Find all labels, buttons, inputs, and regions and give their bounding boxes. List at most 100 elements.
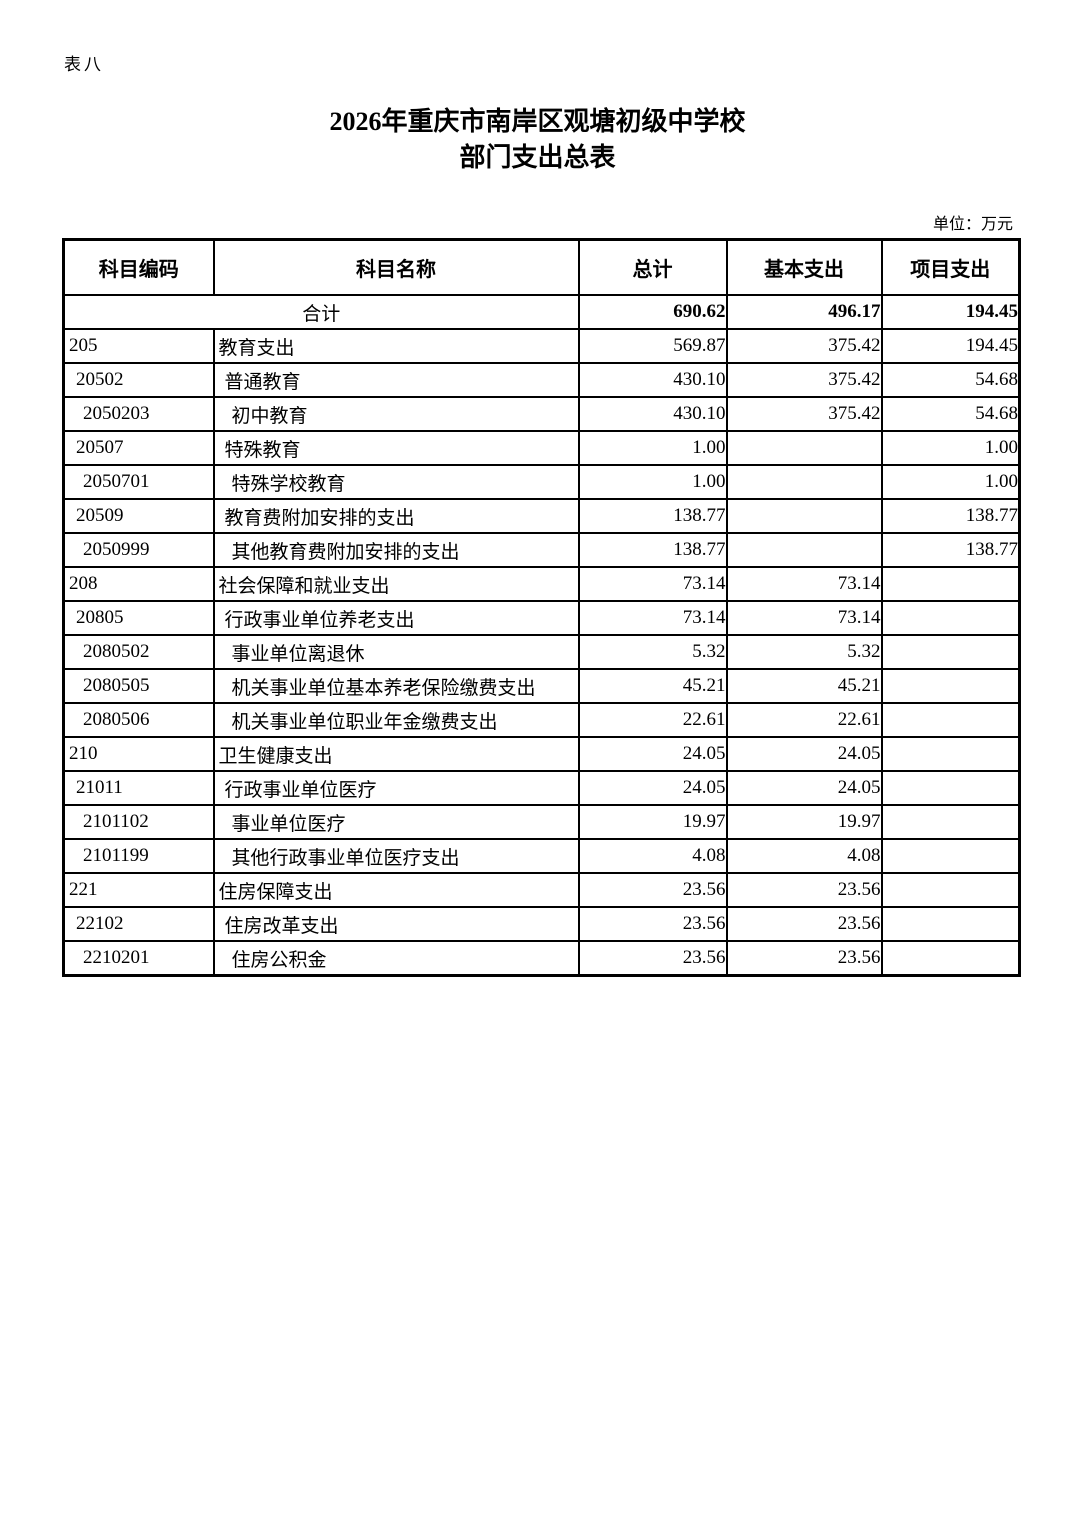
column-header-subject-name: 科目名称	[212, 238, 580, 296]
subject-code-cell: 20502	[62, 362, 215, 398]
subject-name-cell: 行政事业单位养老支出	[212, 600, 580, 636]
basic-expenditure-cell: 22.61	[725, 702, 883, 738]
subject-code-cell: 2080506	[62, 702, 215, 738]
subject-code-cell: 20805	[62, 600, 215, 636]
table-row: 2101102 事业单位医疗 19.97 19.97	[62, 804, 1021, 840]
subject-code-cell: 221	[62, 872, 215, 908]
project-expenditure-cell	[880, 940, 1021, 977]
total-cell: 24.05	[577, 770, 728, 806]
subject-code-cell: 2050701	[62, 464, 215, 500]
total-cell: 569.87	[577, 328, 728, 364]
total-cell: 23.56	[577, 872, 728, 908]
project-expenditure-cell	[880, 804, 1021, 840]
basic-expenditure-cell	[725, 498, 883, 534]
total-cell: 430.10	[577, 396, 728, 432]
subject-name-cell: 住房保障支出	[212, 872, 580, 908]
total-cell: 430.10	[577, 362, 728, 398]
subject-code-cell: 2050203	[62, 396, 215, 432]
subject-name-cell: 事业单位离退休	[212, 634, 580, 670]
basic-expenditure-cell: 73.14	[725, 600, 883, 636]
subject-code-cell: 205	[62, 328, 215, 364]
subject-name-cell: 事业单位医疗	[212, 804, 580, 840]
subject-name-cell: 机关事业单位基本养老保险缴费支出	[212, 668, 580, 704]
project-expenditure-cell: 138.77	[880, 532, 1021, 568]
table-row: 2101199 其他行政事业单位医疗支出 4.08 4.08	[62, 838, 1021, 874]
project-expenditure-cell	[880, 872, 1021, 908]
subject-name-cell: 卫生健康支出	[212, 736, 580, 772]
subject-code-cell: 210	[62, 736, 215, 772]
total-cell: 138.77	[577, 532, 728, 568]
subject-code-cell: 21011	[62, 770, 215, 806]
subject-name-cell: 特殊学校教育	[212, 464, 580, 500]
table-row: 20805 行政事业单位养老支出 73.14 73.14	[62, 600, 1021, 636]
subject-name-cell: 教育费附加安排的支出	[212, 498, 580, 534]
basic-expenditure-cell: 4.08	[725, 838, 883, 874]
table-row: 210 卫生健康支出 24.05 24.05	[62, 736, 1021, 772]
basic-expenditure-cell: 23.56	[725, 872, 883, 908]
table-header-row: 科目编码 科目名称 总计 基本支出 项目支出	[62, 238, 1021, 296]
total-cell: 23.56	[577, 906, 728, 942]
total-cell: 23.56	[577, 940, 728, 977]
basic-expenditure-cell: 5.32	[725, 634, 883, 670]
basic-expenditure-cell	[725, 464, 883, 500]
column-header-project-expenditure: 项目支出	[880, 238, 1021, 296]
subject-code-cell: 208	[62, 566, 215, 602]
subject-name-cell: 普通教育	[212, 362, 580, 398]
basic-expenditure-cell	[725, 430, 883, 466]
subject-name-cell: 社会保障和就业支出	[212, 566, 580, 602]
table-row: 20509 教育费附加安排的支出 138.77 138.77	[62, 498, 1021, 534]
subject-code-cell: 20507	[62, 430, 215, 466]
basic-expenditure-cell: 19.97	[725, 804, 883, 840]
total-cell: 73.14	[577, 566, 728, 602]
column-header-total: 总计	[577, 238, 728, 296]
total-cell: 1.00	[577, 430, 728, 466]
project-expenditure-cell	[880, 668, 1021, 704]
table-row: 221 住房保障支出 23.56 23.56	[62, 872, 1021, 908]
total-cell: 45.21	[577, 668, 728, 704]
project-expenditure-cell	[880, 566, 1021, 602]
subject-code-cell: 2050999	[62, 532, 215, 568]
basic-expenditure-cell: 23.56	[725, 906, 883, 942]
subject-code-cell: 2101102	[62, 804, 215, 840]
title-line-1: 2026年重庆市南岸区观塘初级中学校	[329, 107, 746, 136]
subject-name-cell: 行政事业单位医疗	[212, 770, 580, 806]
project-expenditure-cell: 194.45	[880, 328, 1021, 364]
subject-name-cell: 住房公积金	[212, 940, 580, 977]
project-expenditure-cell: 54.68	[880, 396, 1021, 432]
grand-total-label: 合计	[62, 294, 580, 330]
subject-name-cell: 其他行政事业单位医疗支出	[212, 838, 580, 874]
basic-expenditure-cell: 375.42	[725, 328, 883, 364]
subject-code-cell: 22102	[62, 906, 215, 942]
project-expenditure-cell: 1.00	[880, 430, 1021, 466]
subject-name-cell: 其他教育费附加安排的支出	[212, 532, 580, 568]
total-cell: 24.05	[577, 736, 728, 772]
table-number-label: 表八	[64, 55, 104, 74]
total-cell: 22.61	[577, 702, 728, 738]
subject-code-cell: 2080505	[62, 668, 215, 704]
column-header-subject-code: 科目编码	[62, 238, 215, 296]
table-row: 2080506 机关事业单位职业年金缴费支出 22.61 22.61	[62, 702, 1021, 738]
total-cell: 1.00	[577, 464, 728, 500]
project-expenditure-cell: 1.00	[880, 464, 1021, 500]
table-row: 20502 普通教育 430.10 375.42 54.68	[62, 362, 1021, 398]
total-cell: 138.77	[577, 498, 728, 534]
subject-name-cell: 初中教育	[212, 396, 580, 432]
project-expenditure-cell	[880, 702, 1021, 738]
table-row: 2080502 事业单位离退休 5.32 5.32	[62, 634, 1021, 670]
total-cell: 73.14	[577, 600, 728, 636]
grand-total-project-cell: 194.45	[880, 294, 1021, 330]
project-expenditure-cell	[880, 736, 1021, 772]
table-row: 2050999 其他教育费附加安排的支出 138.77 138.77	[62, 532, 1021, 568]
total-cell: 19.97	[577, 804, 728, 840]
table-row: 22102 住房改革支出 23.56 23.56	[62, 906, 1021, 942]
total-cell: 5.32	[577, 634, 728, 670]
project-expenditure-cell	[880, 838, 1021, 874]
total-cell: 4.08	[577, 838, 728, 874]
column-header-basic-expenditure: 基本支出	[725, 238, 883, 296]
table-row: 2050701 特殊学校教育 1.00 1.00	[62, 464, 1021, 500]
basic-expenditure-cell: 23.56	[725, 940, 883, 977]
basic-expenditure-cell	[725, 532, 883, 568]
subject-code-cell: 2210201	[62, 940, 215, 977]
basic-expenditure-cell: 375.42	[725, 396, 883, 432]
